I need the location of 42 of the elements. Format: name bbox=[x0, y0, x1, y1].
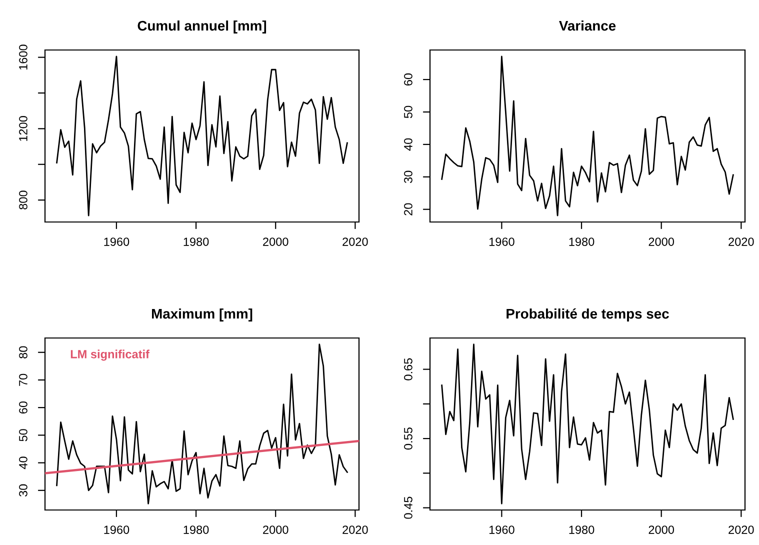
line-series bbox=[56, 344, 348, 504]
chart-title: Variance bbox=[559, 20, 616, 31]
x-tick-label: 1980 bbox=[569, 526, 594, 534]
y-tick-label: 70 bbox=[19, 374, 28, 386]
x-tick-label: 1980 bbox=[184, 526, 209, 534]
y-tick-label: 20 bbox=[404, 203, 412, 216]
x-tick-label: 2000 bbox=[263, 526, 288, 534]
y-tick-label: 1200 bbox=[19, 116, 28, 141]
x-tick-label: 2020 bbox=[728, 238, 754, 246]
y-tick-label: 60 bbox=[404, 73, 412, 86]
y-tick-label: 800 bbox=[19, 190, 28, 210]
chart-title: Cumul annuel [mm] bbox=[138, 20, 266, 34]
y-tick-label: 40 bbox=[404, 138, 412, 151]
y-tick-label: 0.45 bbox=[404, 496, 412, 519]
line-series bbox=[56, 56, 348, 216]
y-tick-label: 80 bbox=[19, 346, 28, 358]
x-tick-label: 1960 bbox=[489, 526, 514, 534]
y-tick-label: 30 bbox=[404, 170, 412, 184]
y-tick-label: 1600 bbox=[19, 44, 28, 70]
y-tick-label: 40 bbox=[19, 456, 28, 470]
x-tick-label: 2000 bbox=[648, 238, 674, 246]
x-tick-label: 1980 bbox=[569, 238, 594, 246]
y-tick-label: 50 bbox=[404, 106, 412, 118]
y-tick-label: 0.55 bbox=[404, 428, 412, 450]
x-tick-label: 1980 bbox=[184, 238, 209, 246]
x-tick-label: 1960 bbox=[104, 526, 130, 534]
y-tick-label: 30 bbox=[19, 484, 28, 497]
chart-title: Maximum [mm] bbox=[152, 308, 252, 322]
y-tick-label: 60 bbox=[19, 401, 28, 414]
x-tick-label: 2020 bbox=[342, 526, 368, 534]
x-tick-label: 2000 bbox=[263, 238, 288, 246]
chart-title: Probabilité de temps sec bbox=[506, 308, 669, 322]
annotation: LM significatif bbox=[70, 350, 150, 361]
x-tick-label: 2020 bbox=[728, 526, 754, 534]
x-tick-label: 1960 bbox=[104, 238, 130, 246]
line-series bbox=[441, 56, 734, 216]
line-series bbox=[441, 344, 734, 504]
x-tick-label: 2020 bbox=[342, 238, 368, 246]
y-tick-label: 50 bbox=[19, 429, 28, 442]
x-tick-label: 1960 bbox=[489, 238, 514, 246]
y-tick-label: 0.65 bbox=[404, 358, 412, 380]
x-tick-label: 2000 bbox=[648, 526, 674, 534]
